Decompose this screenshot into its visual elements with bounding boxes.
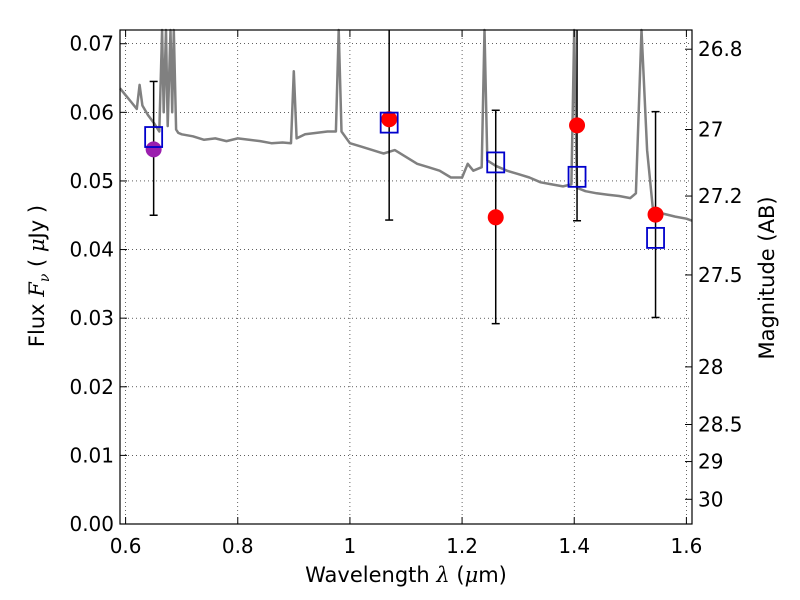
spectrum-line xyxy=(119,28,693,222)
x-tick-label: 1.6 xyxy=(670,534,702,558)
right-axis-ticks: 26.8 27 27.2 27.5 28 28.5 29 30 xyxy=(685,37,743,511)
model-point xyxy=(567,165,587,188)
grid xyxy=(120,30,692,525)
flux-point xyxy=(487,209,504,226)
x-tick-label: 1.4 xyxy=(558,534,590,558)
right-tick-label: 30 xyxy=(698,487,723,511)
y-axis-ticks: 0.00 0.01 0.02 0.03 0.04 0.05 0.06 0.07 xyxy=(69,32,127,536)
x-tick-label: 0.6 xyxy=(110,534,142,558)
model-point xyxy=(144,126,164,148)
model-point xyxy=(379,111,399,134)
x-tick-label: 1.2 xyxy=(446,534,478,558)
y-axis-title: Flux Fν ( μJy ) xyxy=(25,205,53,347)
y-tick-label: 0.05 xyxy=(69,169,114,193)
flux-point xyxy=(145,141,162,158)
data-markers xyxy=(144,111,665,249)
flux-point xyxy=(381,111,398,128)
right-tick-label: 28.5 xyxy=(698,413,743,437)
right-tick-label: 29 xyxy=(698,450,723,474)
y-tick-label: 0.02 xyxy=(69,375,114,399)
right-tick-label: 26.8 xyxy=(698,37,743,61)
right-tick-label: 27.5 xyxy=(698,263,743,287)
error-bars xyxy=(149,30,660,325)
template-spectrum xyxy=(119,28,693,222)
y-tick-label: 0.04 xyxy=(69,238,114,262)
right-axis-title: Magnitude (AB) xyxy=(755,196,779,359)
x-tick-label: 0.8 xyxy=(222,534,254,558)
y-tick-label: 0.03 xyxy=(69,306,114,330)
model-point xyxy=(646,226,665,249)
x-tick-label: 1 xyxy=(344,534,357,558)
y-tick-label: 0.01 xyxy=(69,443,114,467)
y-tick-label: 0.06 xyxy=(69,100,114,124)
right-tick-label: 28 xyxy=(698,355,723,379)
model-point xyxy=(486,151,506,174)
right-tick-label: 27.2 xyxy=(698,184,743,208)
x-axis-title: Wavelength λ (μm) xyxy=(305,563,507,587)
y-tick-label: 0.00 xyxy=(69,512,114,536)
y-tick-label: 0.07 xyxy=(69,32,114,56)
flux-point xyxy=(569,117,586,134)
plot-frame xyxy=(119,29,693,525)
right-tick-label: 27 xyxy=(698,117,723,141)
x-axis-ticks: 0.6 0.8 1 1.2 1.4 1.6 xyxy=(110,30,702,558)
flux-point xyxy=(647,206,664,223)
